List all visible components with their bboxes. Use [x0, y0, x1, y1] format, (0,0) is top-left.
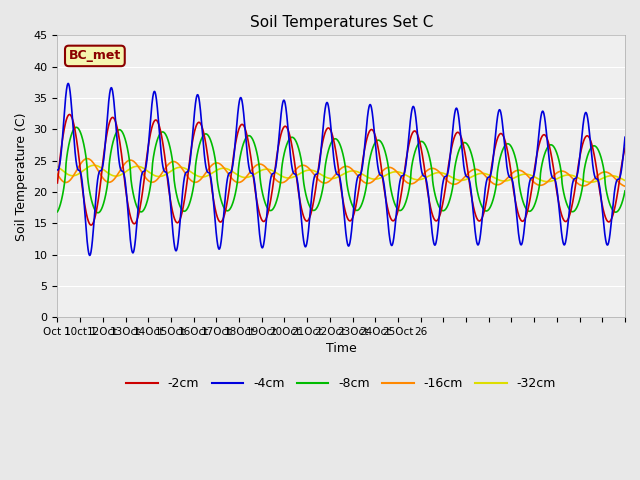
Y-axis label: Soil Temperature (C): Soil Temperature (C) — [15, 112, 28, 240]
Title: Soil Temperatures Set C: Soil Temperatures Set C — [250, 15, 433, 30]
Legend: -2cm, -4cm, -8cm, -16cm, -32cm: -2cm, -4cm, -8cm, -16cm, -32cm — [122, 372, 561, 396]
Text: BC_met: BC_met — [68, 49, 121, 62]
X-axis label: Time: Time — [326, 342, 356, 356]
